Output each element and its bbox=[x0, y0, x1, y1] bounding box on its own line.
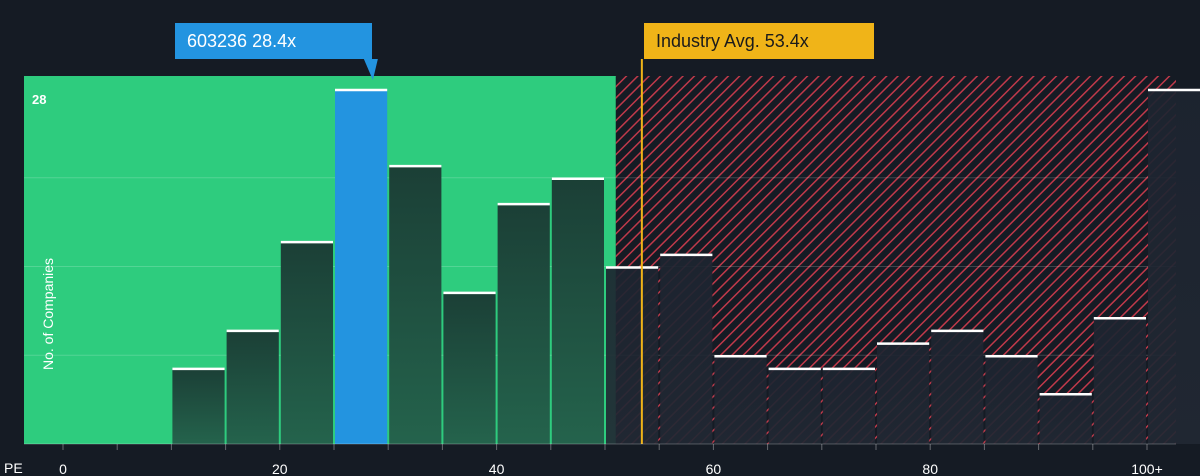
histogram-bar-9 bbox=[606, 266, 659, 444]
histogram-bar-6 bbox=[443, 291, 496, 444]
company-pe-callout: 603236 28.4x bbox=[175, 23, 372, 59]
histogram-bar-15 bbox=[931, 329, 984, 444]
x-tick-label-1: 0 bbox=[59, 461, 67, 476]
histogram-bar-14 bbox=[877, 342, 930, 444]
histogram-bar-18 bbox=[1093, 317, 1146, 444]
x-tick-label-4: 60 bbox=[706, 461, 722, 476]
y-axis-label: No. of Companies bbox=[40, 257, 56, 370]
histogram-bar-4 bbox=[335, 89, 388, 444]
company-callout-pointer bbox=[363, 59, 378, 80]
x-tick-label-2: 20 bbox=[272, 461, 288, 476]
histogram-bar-10 bbox=[660, 253, 713, 444]
x-axis-label: PE bbox=[4, 460, 23, 476]
histogram-bar-7 bbox=[497, 203, 550, 444]
histogram-bar-3 bbox=[280, 241, 333, 444]
histogram-bar-13 bbox=[822, 367, 875, 444]
x-tick-label-5: 80 bbox=[922, 461, 938, 476]
histogram-bar-16 bbox=[985, 355, 1038, 444]
histogram-bar-1 bbox=[172, 367, 225, 444]
histogram-bar-12 bbox=[768, 367, 821, 444]
y-tick-max: 28 bbox=[32, 92, 47, 107]
histogram-bar-8 bbox=[551, 177, 604, 444]
industry-avg-callout: Industry Avg. 53.4x bbox=[644, 23, 874, 59]
histogram-bar-17 bbox=[1039, 393, 1092, 444]
histogram-bar-5 bbox=[389, 165, 442, 445]
histogram-bar-19 bbox=[1148, 89, 1200, 444]
x-tick-label-3: 40 bbox=[489, 461, 505, 476]
histogram-bar-11 bbox=[714, 355, 767, 444]
x-tick-label-6: 100+ bbox=[1131, 461, 1163, 476]
histogram-bar-2 bbox=[226, 329, 279, 444]
